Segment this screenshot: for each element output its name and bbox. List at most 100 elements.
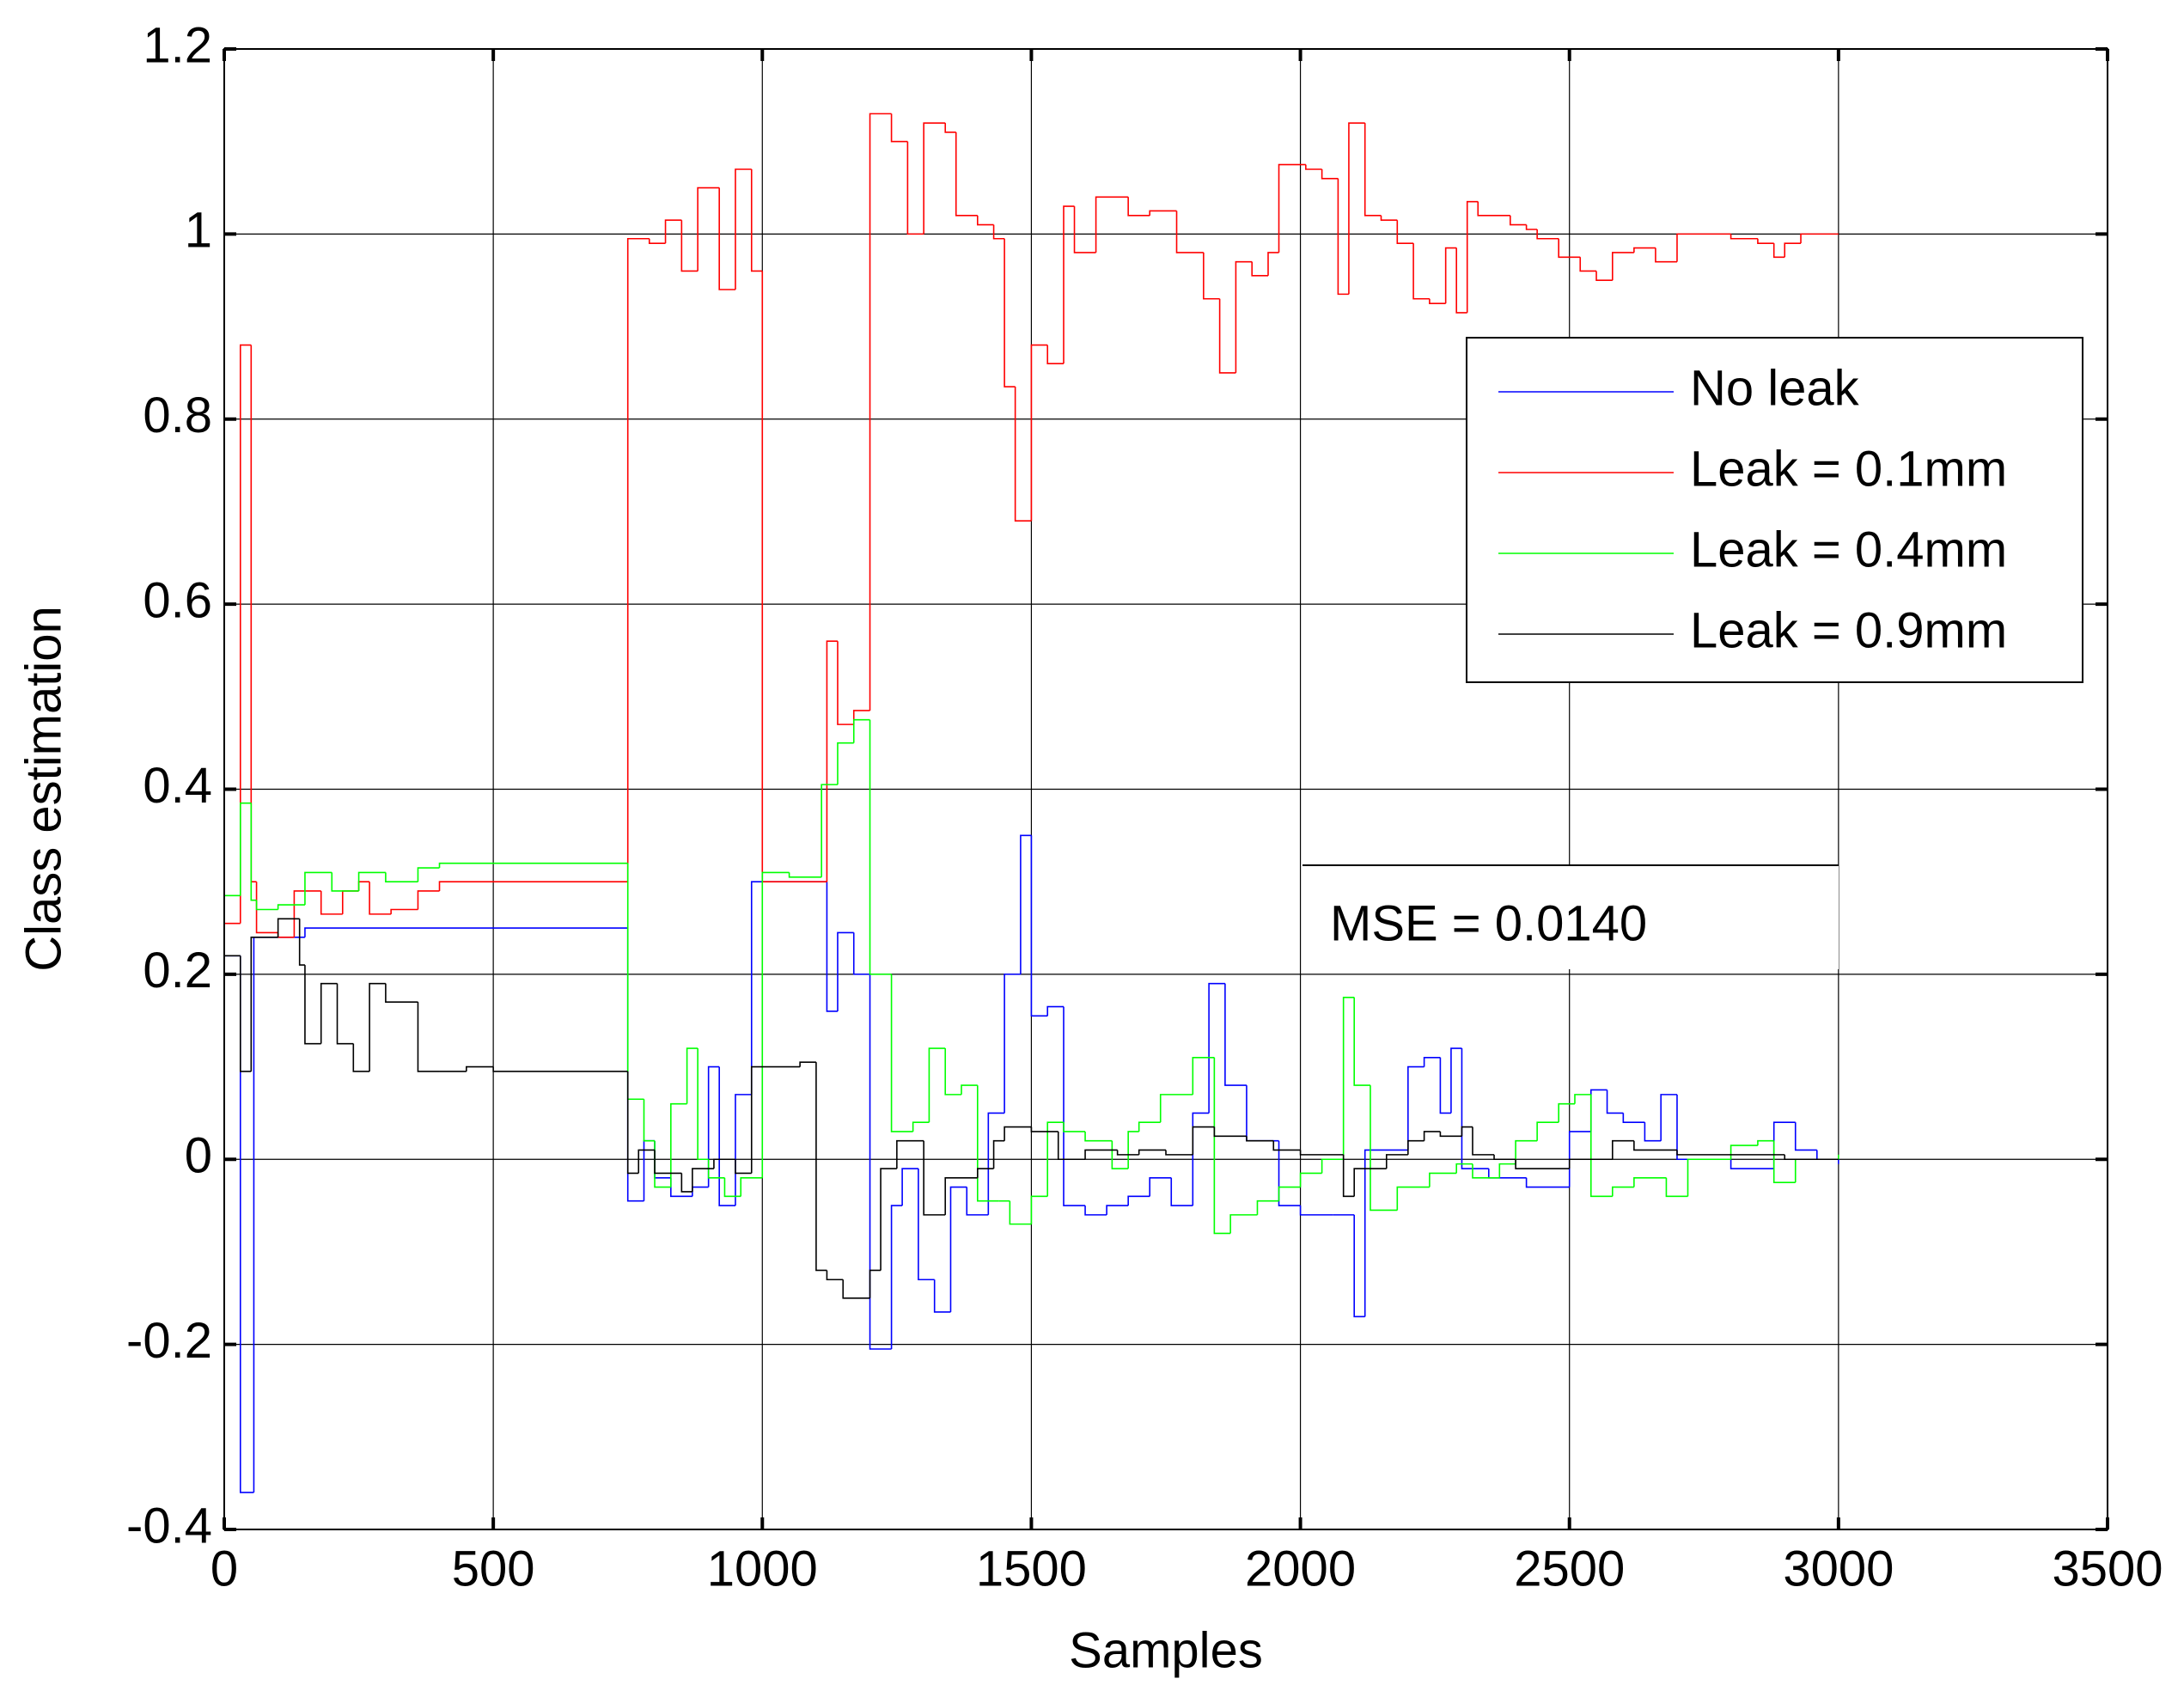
step-segment [713,1158,735,1169]
step-segment [1525,1177,1570,1188]
step-segment [369,982,386,1071]
step-segment [1472,1126,1495,1156]
step-segment [1192,1112,1210,1206]
step-segment [357,871,386,891]
x-tick-label: 2500 [1514,1541,1625,1596]
step-segment [1127,197,1150,217]
step-segment [1407,1139,1424,1155]
step-segment [1622,1113,1645,1123]
step-segment [1063,1006,1086,1206]
step-segment [1030,1195,1048,1224]
step-segment [1305,164,1322,170]
step-segment [417,1002,440,1072]
step-segment [707,1159,725,1179]
step-segment [992,224,1005,240]
step-segment [1644,1122,1662,1142]
step-segment [1004,1126,1032,1141]
step-segment [1170,1177,1193,1206]
step-segment [718,187,735,290]
step-segment [1461,1048,1489,1169]
step-segment [648,238,666,244]
x-tick-label: 0 [210,1541,238,1596]
step-segment [255,882,278,934]
step-segment [723,1177,741,1198]
step-segment [1612,1139,1634,1160]
step-segment [923,122,946,235]
step-segment [1455,1163,1473,1174]
step-segment [239,955,254,1493]
step-segment [654,1150,682,1175]
step-segment [1412,243,1430,300]
step-segment [977,215,994,226]
step-segment [912,1121,930,1132]
step-segment [1385,1154,1408,1169]
step-segment [1423,1056,1441,1067]
series [224,718,1839,1235]
series-lines [224,113,1839,1493]
step-segment [1030,835,1048,1017]
step-segment [1510,215,1527,226]
step-segment [239,344,252,924]
step-segment [438,881,628,891]
y-tick-label: 1.2 [143,17,212,73]
step-segment [869,719,892,975]
step-segment [1299,1206,1333,1216]
step-segment [890,974,913,1132]
x-tick-label: 2000 [1245,1541,1356,1596]
x-tick-label: 3500 [2052,1541,2163,1596]
y-tick-label: 1 [185,203,212,259]
step-segment [320,982,338,1044]
step-segment [869,974,892,1350]
step-segment [826,640,838,882]
step-segment [680,220,699,272]
step-segment [1612,252,1634,281]
step-segment [686,1047,699,1104]
step-segment [1246,1136,1274,1142]
step-segment [1063,1122,1086,1132]
step-segment [1655,247,1677,263]
step-segment [1073,206,1096,253]
step-segment [707,1065,720,1187]
step-segment [277,918,300,937]
step-segment [336,983,354,1045]
step-segment [1353,1168,1387,1197]
step-segment [638,1149,656,1174]
step-segment [1084,1206,1107,1216]
step-segment [1203,252,1220,300]
step-segment [1579,257,1597,272]
step-segment [304,871,332,906]
step-segment [1676,233,1731,262]
step-segment [1046,1005,1065,1016]
step-segment [1574,1094,1591,1104]
step-segment [1004,974,1021,1114]
step-segment [1046,345,1065,364]
legend-box [1466,337,2083,683]
step-segment [977,1168,994,1178]
step-segment [680,1173,692,1193]
step-segment [1192,1056,1215,1095]
step-segment [852,718,870,743]
step-segment [1353,1214,1365,1318]
x-tick-label: 1000 [707,1541,818,1596]
step-segment [1127,1131,1139,1169]
step-segment [1757,1139,1774,1146]
legend-label: Leak = 0.9mm [1690,602,2007,658]
step-segment [697,186,720,272]
step-segment [928,1047,946,1123]
step-segment [1606,1090,1624,1114]
step-segment [1256,1199,1279,1215]
y-tick-label: 0.2 [143,943,212,998]
legend: No leak Leak = 0.1mm Leak = 0.4mm Leak = 0.… [1466,337,2083,683]
step-segment [417,890,440,910]
step-segment [869,1269,882,1298]
step-segment [1278,1186,1301,1201]
step-segment [837,641,854,725]
step-segment [761,871,790,1178]
step-segment [626,237,650,882]
legend-label: Leak = 0.4mm [1690,522,2007,577]
step-segment [718,1066,735,1206]
step-segment [1800,233,1839,244]
step-segment [1229,1214,1258,1234]
step-segment [1477,201,1510,217]
x-tick-label: 500 [452,1541,535,1596]
